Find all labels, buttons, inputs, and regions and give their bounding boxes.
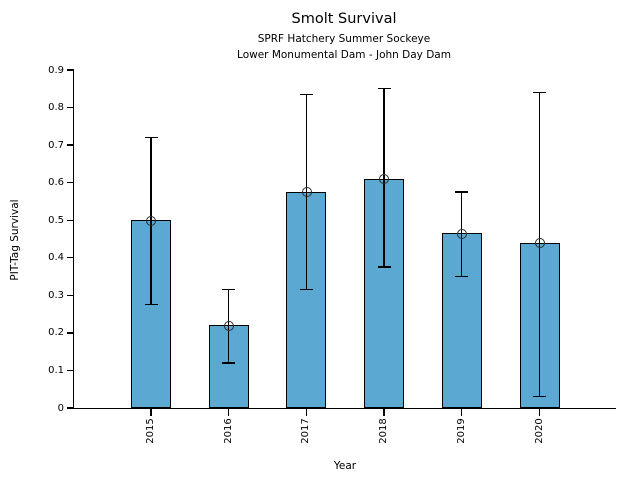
x-tick-label-2020: 2020	[533, 418, 545, 444]
x-tick	[383, 409, 385, 417]
data-point-marker-2016	[224, 320, 234, 331]
chart-title: Smolt Survival	[291, 11, 397, 27]
x-tick-label-2017: 2017	[300, 418, 312, 444]
y-tick-label-0.6: 0.6	[48, 177, 64, 189]
error-bar-cap-top-2017	[299, 93, 313, 96]
y-tick-label-0.4: 0.4	[48, 252, 64, 264]
y-tick-label-0.1: 0.1	[48, 364, 64, 376]
x-tick	[538, 409, 541, 417]
data-point-marker-2018	[379, 174, 390, 185]
y-tick-label-0.8: 0.8	[48, 102, 64, 114]
x-tick-label-2016: 2016	[222, 418, 234, 444]
y-tick-label-0.5: 0.5	[48, 214, 64, 226]
y-tick	[67, 106, 74, 109]
error-bar-cap-bottom-2017	[299, 289, 313, 291]
error-bar-cap-top-2020	[533, 91, 546, 94]
error-bar-cap-top-2015	[144, 136, 158, 139]
y-tick	[67, 294, 74, 296]
x-tick	[461, 409, 463, 417]
x-tick-label-2015: 2015	[145, 418, 156, 444]
y-tick	[67, 257, 74, 259]
x-axis-label: Year	[333, 460, 357, 472]
x-tick	[150, 409, 152, 417]
error-bar-cap-bottom-2018	[377, 266, 391, 268]
y-axis-label: PIT-Tag Survival	[9, 199, 21, 281]
x-tick-label-2019: 2019	[455, 418, 467, 444]
error-bar-cap-bottom-2019	[455, 275, 469, 278]
error-bar-cap-bottom-2016	[222, 362, 236, 364]
error-bar-cap-top-2016	[222, 289, 236, 291]
y-tick	[67, 407, 74, 409]
y-tick-label-0.2: 0.2	[48, 327, 64, 339]
y-tick	[67, 369, 74, 372]
y-tick	[67, 219, 74, 221]
y-tick-label-0: 0	[57, 402, 64, 414]
data-point-marker-2020	[534, 238, 545, 249]
y-tick	[67, 332, 74, 334]
y-tick	[67, 144, 74, 146]
error-bar-cap-bottom-2015	[144, 304, 158, 306]
error-bar-cap-bottom-2020	[533, 396, 546, 398]
x-tick-label-2018: 2018	[378, 418, 390, 444]
data-point-marker-2015	[146, 215, 157, 226]
y-tick	[67, 182, 74, 184]
data-point-marker-2019	[457, 228, 468, 239]
y-tick-label-0.3: 0.3	[48, 289, 64, 301]
bar-2015	[131, 220, 171, 408]
y-tick-label-0.9: 0.9	[48, 64, 64, 76]
plot-area: Year 0 0.1 0.2 0.3 0.4 0.5 0.6 0.7 0.8 0.9 2015 201…	[48, 65, 616, 472]
error-bar-cap-top-2019	[455, 191, 469, 193]
chart-subtitle-line2: Lower Monumental Dam - John Day Dam	[237, 49, 451, 61]
error-bar-cap-top-2018	[377, 88, 391, 90]
x-tick	[228, 409, 230, 417]
data-point-marker-2017	[301, 187, 312, 198]
chart-subtitle-line1: SPRF Hatchery Summer Sockeye	[257, 33, 431, 45]
x-tick	[305, 409, 308, 417]
y-tick	[67, 69, 74, 71]
y-tick-label-0.7: 0.7	[48, 139, 64, 151]
